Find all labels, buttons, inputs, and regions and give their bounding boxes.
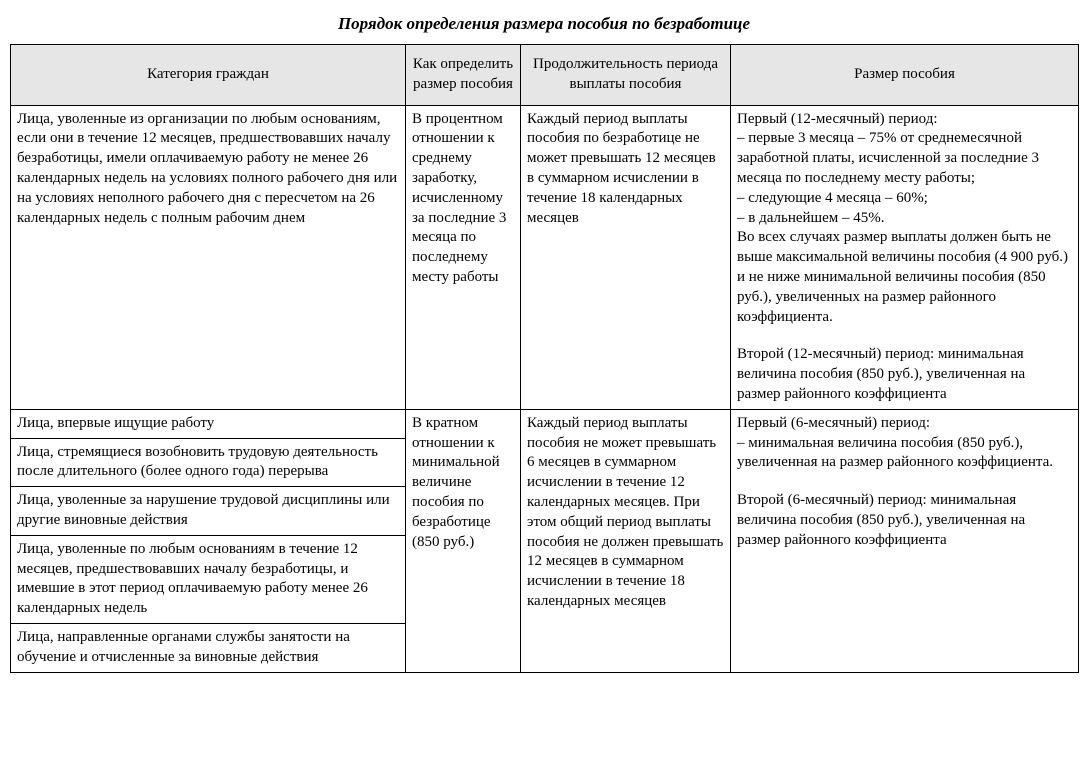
table-row: Лица, впервые ищущие работу В кратном от… — [11, 409, 1079, 438]
table-title: Порядок определения размера пособия по б… — [10, 14, 1078, 34]
size-line: Второй (12-месячный) период: минимальная… — [737, 345, 1072, 404]
cell-how: В кратном отношении к минимальной величи… — [406, 409, 521, 672]
size-line: – в дальнейшем – 45%. — [737, 209, 1072, 229]
cell-category: Лица, уволенные по любым основаниям в те… — [11, 535, 406, 623]
cell-size: Первый (12-месячный) период: – первые 3 … — [731, 105, 1079, 409]
col-header-category: Категория граждан — [11, 45, 406, 106]
size-line: – первые 3 месяца – 75% от среднемесячно… — [737, 129, 1072, 188]
cell-category: Лица, направленные органами службы занят… — [11, 623, 406, 672]
cell-category: Лица, уволенные из организации по любым … — [11, 105, 406, 409]
cell-category: Лица, уволенные за нарушение трудовой ди… — [11, 487, 406, 536]
col-header-how: Как определить размер пособия — [406, 45, 521, 106]
size-line: – следующие 4 месяца – 60%; — [737, 189, 1072, 209]
table-row: Лица, уволенные из организации по любым … — [11, 105, 1079, 409]
col-header-duration: Продолжительность периода выплаты пособи… — [521, 45, 731, 106]
size-line: Во всех случаях размер выплаты должен бы… — [737, 228, 1072, 327]
benefits-table: Категория граждан Как определить размер … — [10, 44, 1079, 673]
cell-category: Лица, стремящиеся возобновить трудовую д… — [11, 438, 406, 487]
col-header-size: Размер пособия — [731, 45, 1079, 106]
size-line: Первый (12-месячный) период: — [737, 110, 1072, 130]
cell-size: Первый (6-месячный) период: – минимальна… — [731, 409, 1079, 672]
cell-duration: Каждый период выплаты пособия по безрабо… — [521, 105, 731, 409]
cell-category: Лица, впервые ищущие работу — [11, 409, 406, 438]
size-line: – минимальная величина пособия (850 руб.… — [737, 434, 1072, 474]
cell-duration: Каждый период выплаты пособия не может п… — [521, 409, 731, 672]
size-line: Второй (6-месячный) период: минимальная … — [737, 491, 1072, 550]
size-line: Первый (6-месячный) период: — [737, 414, 1072, 434]
cell-how: В процентном отношении к среднему зарабо… — [406, 105, 521, 409]
